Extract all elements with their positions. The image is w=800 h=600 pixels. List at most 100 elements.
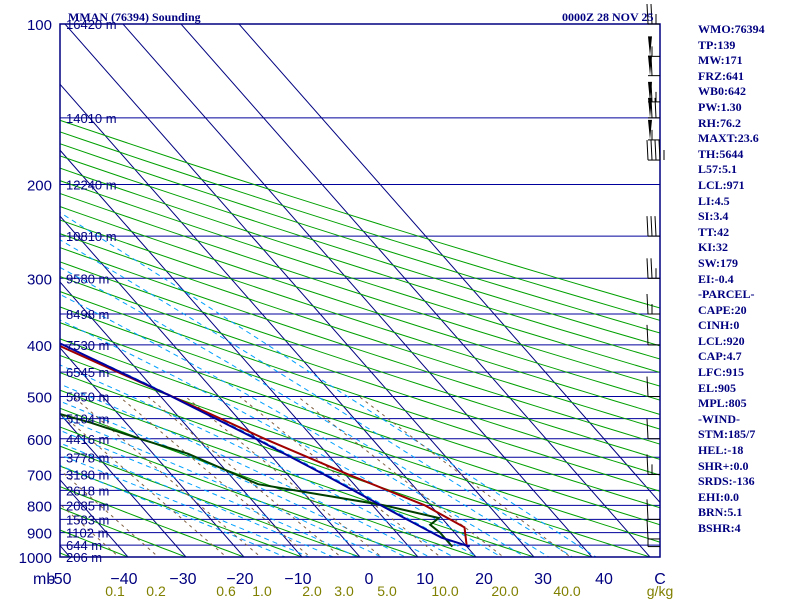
isotherm-line [60, 215, 361, 557]
sounding-index-item: MW:171 [698, 53, 743, 68]
height-label: 7530 m [66, 338, 109, 353]
mixing-ratio-tick-label: 40.0 [553, 583, 580, 599]
wind-barb-full [646, 258, 649, 279]
moist-adiabat-line [60, 442, 335, 557]
wind-barb [646, 216, 660, 237]
wind-barb-full [658, 140, 661, 161]
wind-barb-full [646, 376, 649, 397]
wind-barb-full [646, 324, 649, 345]
dry-adiabat-line [60, 507, 188, 557]
temperature-tick-label: −40 [110, 571, 137, 588]
wind-barb-full [650, 3, 653, 25]
sounding-index-item: RH:76.2 [698, 115, 741, 130]
isotherm-line [60, 413, 187, 557]
height-label: 9580 m [66, 271, 109, 286]
dry-adiabat-line [60, 206, 660, 401]
pressure-tick-label: 800 [27, 498, 52, 515]
temperature-tick-label: 30 [534, 571, 552, 588]
wind-barb-full [646, 216, 649, 237]
dry-adiabat-line [60, 372, 594, 557]
isotherm-line [60, 83, 477, 557]
dry-adiabat-line [60, 426, 420, 557]
sounding-index-item: EI:-0.4 [698, 271, 734, 286]
moist-adiabat-line [60, 239, 574, 557]
pressure-tick-label: 100 [27, 17, 52, 34]
dry-adiabat-line [60, 180, 660, 373]
mixing-ratio-line [185, 396, 383, 557]
wind-barb [646, 518, 660, 540]
wind-barb-full [650, 258, 653, 279]
moist-adiabat-line [60, 266, 550, 557]
dry-adiabat-line [60, 155, 660, 347]
height-label: 1583 m [66, 512, 109, 527]
wind-barb-full [646, 518, 649, 539]
wind-barb [646, 376, 660, 398]
isotherm-line [60, 347, 245, 557]
wind-barb-full [646, 293, 649, 315]
wind-barb [648, 55, 660, 77]
sounding-index-item: MAXT:23.6 [698, 131, 759, 146]
mixing-ratio-tick-label: 3.0 [334, 583, 354, 599]
height-label: 16420 m [66, 17, 117, 32]
dry-adiabat-line [60, 338, 660, 543]
pressure-unit-label: mb [33, 571, 55, 588]
wind-barb-full [650, 140, 653, 161]
wind-barb [648, 97, 660, 119]
sounding-index-item: LCL:971 [698, 177, 745, 192]
sounding-index-item: BSHR:4 [698, 521, 741, 535]
dry-adiabat-line [60, 276, 660, 476]
sounding-index-item: HEL:-18 [698, 443, 744, 458]
dry-adiabat-line [60, 354, 652, 557]
sounding-index-item: LFC:915 [698, 365, 744, 380]
sounding-index-item: CAPE:20 [698, 302, 747, 317]
chart-title: MMAN (76394) Sounding [68, 10, 201, 24]
wind-barb-full [646, 499, 649, 520]
sounding-index-item: LCL:920 [698, 333, 745, 348]
wind-barb-flag [648, 119, 652, 140]
sounding-index-item: SRDS:-136 [698, 474, 755, 489]
wind-barb-full [654, 140, 657, 161]
mixing-ratio-tick-label: 0.2 [146, 583, 166, 599]
sounding-index-item: -WIND- [698, 411, 740, 426]
height-label: 8498 m [66, 307, 109, 322]
height-label: 3778 m [66, 450, 109, 465]
moist-adiabat-line [60, 383, 431, 557]
temperature-tick-label: −20 [226, 571, 253, 588]
dry-adiabat-line [60, 219, 660, 416]
temperature-trace [60, 344, 468, 547]
mixing-ratio-line [72, 396, 262, 557]
sounding-index-item: MPL:805 [698, 396, 747, 411]
temperature-tick-label: 40 [595, 571, 613, 588]
wind-barb [646, 258, 660, 279]
dewpoint-trace [60, 412, 454, 548]
height-label: 6545 m [66, 365, 109, 380]
isotherm-line [0, 12, 22, 568]
mixing-ratio-tick-label: 20.0 [491, 583, 518, 599]
pressure-tick-label: 500 [27, 390, 52, 407]
wind-barb [646, 454, 660, 475]
temperature-tick-label: −30 [169, 571, 196, 588]
dry-adiabat-line [60, 233, 660, 430]
moist-adiabat-line [60, 211, 597, 557]
dry-adiabat-line [60, 167, 660, 360]
wind-barb-flag [648, 36, 652, 57]
height-label: 5104 m [66, 412, 109, 427]
wind-barb [646, 293, 660, 315]
dry-adiabat-line [60, 192, 660, 387]
isotherm-line [64, 24, 535, 557]
isotherm-line [60, 281, 303, 557]
sounding-index-item: KI:32 [698, 240, 728, 255]
mixing-ratio-unit-label: g/kg [647, 583, 673, 599]
dry-adiabat-line [60, 247, 660, 445]
sounding-index-item: WMO:76394 [698, 22, 765, 36]
moist-adiabat-line [60, 319, 503, 557]
height-label: 1102 m [66, 526, 108, 541]
wind-barb-full [650, 97, 653, 118]
sounding-index-item: SW:179 [698, 255, 739, 270]
height-label: 3180 m [66, 467, 109, 482]
mixing-ratio-line [60, 412, 228, 557]
dry-adiabat-line [60, 529, 130, 557]
dry-adiabat-line [60, 131, 660, 321]
height-label: 644 m [66, 538, 102, 553]
